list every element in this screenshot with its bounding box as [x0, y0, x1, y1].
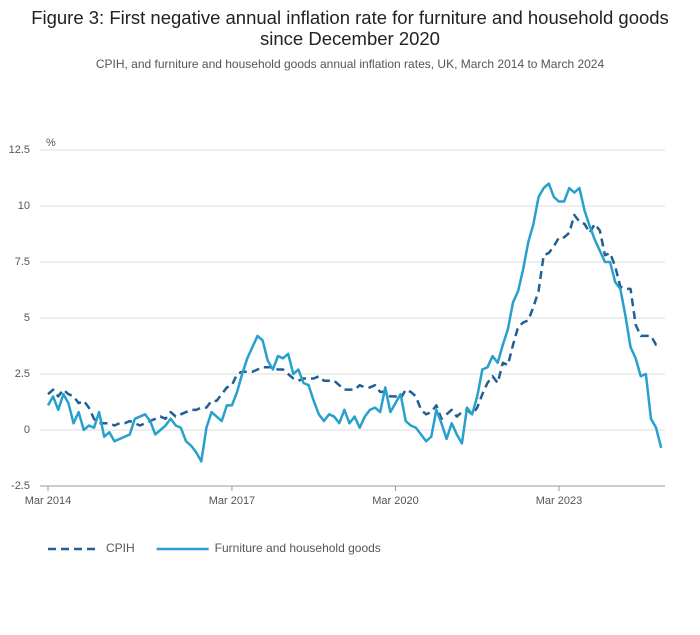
legend: CPIH Furniture and household goods [48, 541, 381, 555]
chart-subtitle: CPIH, and furniture and household goods … [95, 57, 605, 71]
y-tick-label: 5 [24, 312, 30, 324]
line-series [46, 182, 663, 463]
x-tick-label: Mar 2014 [25, 495, 71, 507]
x-tick-label: Mar 2023 [536, 495, 582, 507]
x-tick-label: Mar 2017 [209, 495, 255, 507]
y-tick-label: 2.5 [15, 368, 30, 380]
line-series [47, 213, 662, 427]
legend-label: Furniture and household goods [215, 541, 381, 555]
x-tick-label: Mar 2020 [372, 495, 418, 507]
legend-label: CPIH [106, 541, 135, 555]
y-tick-label: -2.5 [11, 480, 30, 492]
y-axis-label: % [46, 137, 56, 149]
y-tick-label: 7.5 [15, 256, 30, 268]
chart-title: Figure 3: First negative annual inflatio… [31, 7, 669, 49]
y-tick-label: 0 [24, 424, 30, 436]
y-tick-label: 10 [18, 200, 30, 212]
y-tick-label: 12.5 [9, 144, 30, 156]
